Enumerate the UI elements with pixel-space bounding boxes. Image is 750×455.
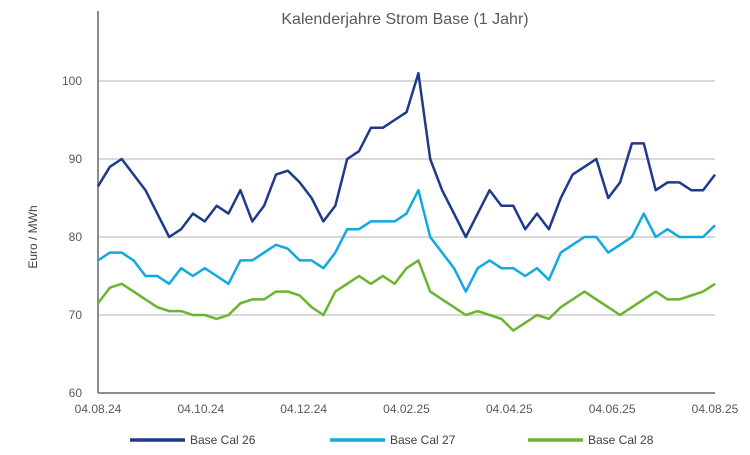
- y-tick-label: 80: [69, 230, 83, 244]
- x-tick-label: 04.04.25: [486, 402, 533, 416]
- y-tick-label: 60: [69, 386, 83, 400]
- x-tick-label: 04.10.24: [177, 402, 224, 416]
- x-tick-label: 04.12.24: [280, 402, 327, 416]
- series-line-base-cal-27: [97, 188, 716, 293]
- legend-item: Base Cal 26: [130, 433, 256, 447]
- y-tick-label: 90: [69, 152, 83, 166]
- x-tick-label: 04.06.25: [589, 402, 636, 416]
- x-tick-label: 04.02.25: [383, 402, 430, 416]
- series-line-base-cal-28: [97, 259, 716, 332]
- series-line-base-cal-26: [96, 71, 716, 239]
- x-tick-label: 04.08.25: [692, 402, 739, 416]
- legend-label: Base Cal 27: [390, 433, 456, 447]
- x-tick-label: 04.08.24: [75, 402, 122, 416]
- legend-item: Base Cal 28: [528, 433, 654, 447]
- y-axis-label: Euro / MWh: [26, 205, 40, 268]
- legend-label: Base Cal 28: [588, 433, 654, 447]
- y-tick-label: 70: [69, 308, 83, 322]
- legend-item: Base Cal 27: [330, 433, 456, 447]
- y-tick-label: 100: [62, 74, 82, 88]
- legend-label: Base Cal 26: [190, 433, 256, 447]
- chart-title: Kalenderjahre Strom Base (1 Jahr): [281, 11, 528, 28]
